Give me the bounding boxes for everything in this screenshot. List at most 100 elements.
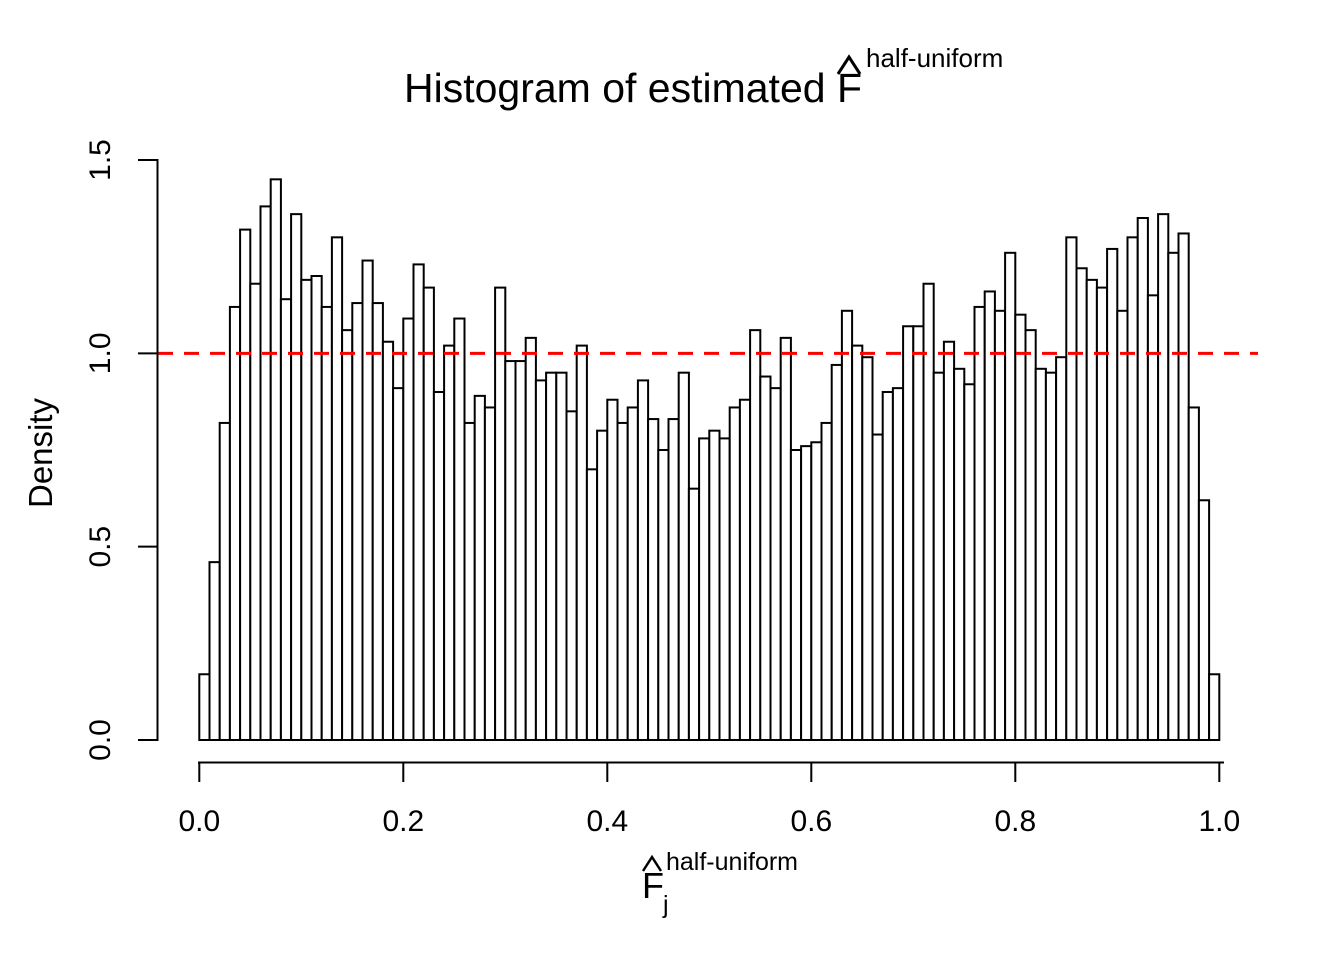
histogram-bar: [963, 383, 976, 741]
histogram-bar: [636, 379, 650, 741]
y-axis-title: Density: [22, 397, 59, 508]
histogram-bar: [443, 344, 456, 741]
histogram-bar: [1034, 367, 1047, 741]
histogram-bar: [1055, 356, 1068, 741]
histogram-bar: [483, 406, 497, 741]
histogram-bar: [728, 406, 741, 741]
histogram-bar: [473, 394, 486, 741]
histogram-bar: [912, 325, 925, 741]
y-tick-label: 1.5: [84, 139, 117, 181]
histogram-bar: [1187, 406, 1200, 741]
histogram-bar: [1106, 247, 1119, 741]
histogram-bar: [657, 448, 670, 741]
histogram-bar: [534, 379, 548, 741]
histogram-bar: [1177, 232, 1190, 742]
x-axis-title-base: F: [642, 865, 664, 906]
histogram-bar: [208, 561, 221, 741]
histogram-bar: [524, 336, 537, 741]
histogram-bar: [1004, 251, 1017, 741]
histogram-bar: [616, 421, 629, 741]
histogram-bar: [269, 178, 282, 741]
histogram-bar: [718, 437, 731, 741]
histogram-bar: [820, 421, 833, 741]
histogram-bar: [1208, 673, 1221, 741]
histogram-bar: [320, 305, 333, 741]
y-tick-label: 0.0: [84, 719, 117, 761]
histogram-bar: [769, 387, 782, 741]
y-axis-ticks: 0.0 0.5 1.0 1.5: [84, 139, 158, 761]
histogram-bar: [738, 398, 752, 741]
y-axis: 0.0 0.5 1.0 1.5 Density: [22, 139, 159, 761]
y-tick-label: 1.0: [84, 332, 117, 374]
histogram-bar: [1024, 329, 1037, 741]
histogram-bar: [1157, 213, 1170, 741]
histogram-bar: [667, 418, 680, 741]
histogram-bar: [412, 263, 425, 741]
histogram-bar: [932, 371, 945, 741]
x-axis-title: F j half-uniform: [641, 848, 798, 919]
x-axis: 0.0 0.2 0.4 0.6 0.8 1.0: [178, 761, 1240, 838]
x-axis-title-superscript: half-uniform: [666, 848, 798, 876]
histogram-bar: [983, 290, 996, 741]
histogram-bar: [300, 278, 313, 741]
histogram-bar: [1136, 216, 1149, 742]
histogram-bar: [626, 406, 639, 741]
histogram-bar: [1116, 309, 1129, 741]
chart-title: Histogram of estimated F half-uniform: [404, 43, 1003, 111]
histogram-bar: [800, 445, 813, 741]
histogram-bar: [708, 429, 721, 741]
histogram-bar: [810, 441, 823, 741]
histogram-bars: [198, 178, 1221, 742]
x-tick-label: 0.4: [586, 805, 628, 838]
histogram-bar: [749, 329, 762, 741]
histogram-bar: [606, 398, 619, 741]
histogram-bar: [259, 205, 272, 741]
x-tick-label: 0.2: [382, 805, 424, 838]
histogram-bar: [1075, 267, 1088, 741]
histogram-bar: [1085, 278, 1098, 741]
histogram-bar: [545, 371, 558, 741]
histogram-bar: [371, 302, 384, 741]
histogram-bar: [361, 259, 374, 741]
histogram-bar: [392, 387, 405, 741]
histogram-bar: [840, 309, 854, 741]
histogram-bar: [902, 325, 915, 741]
histogram-bar: [565, 410, 578, 741]
histogram-bar: [861, 356, 874, 741]
chart-title-superscript: half-uniform: [866, 43, 1003, 73]
histogram-bar: [1044, 371, 1058, 741]
histogram-bar: [239, 228, 252, 742]
histogram-bar: [198, 673, 211, 741]
histogram-bar: [851, 344, 864, 741]
histogram-bar: [1197, 499, 1211, 741]
histogram-bar: [698, 437, 711, 741]
histogram-bar: [759, 375, 772, 741]
histogram-bar: [1095, 286, 1109, 741]
histogram-bar: [218, 421, 231, 741]
histogram-bar: [351, 302, 364, 741]
histogram-bar: [290, 213, 303, 741]
x-tick-label: 0.0: [178, 805, 220, 838]
histogram-bar: [1065, 236, 1078, 741]
histogram-bar: [402, 317, 415, 741]
histogram-bar: [891, 387, 905, 741]
histogram-bar: [942, 340, 956, 741]
x-axis-ticks: 0.0 0.2 0.4 0.6 0.8 1.0: [178, 762, 1240, 838]
x-tick-label: 0.8: [994, 805, 1036, 838]
histogram-bar: [555, 371, 568, 741]
histogram-bar: [789, 448, 803, 741]
histogram-bar: [1126, 236, 1139, 741]
histogram-bar: [494, 286, 507, 741]
histogram-bar: [422, 286, 435, 741]
histogram-bar: [830, 363, 843, 741]
histogram-bar: [585, 468, 599, 741]
x-axis-title-subscript: j: [662, 891, 669, 919]
x-tick-label: 0.6: [790, 805, 832, 838]
histogram-bar: [647, 418, 660, 741]
histogram-bar: [596, 429, 609, 741]
histogram-bar: [432, 390, 446, 741]
histogram-bar: [1014, 313, 1027, 741]
x-axis-title-hat-icon: [641, 854, 663, 872]
